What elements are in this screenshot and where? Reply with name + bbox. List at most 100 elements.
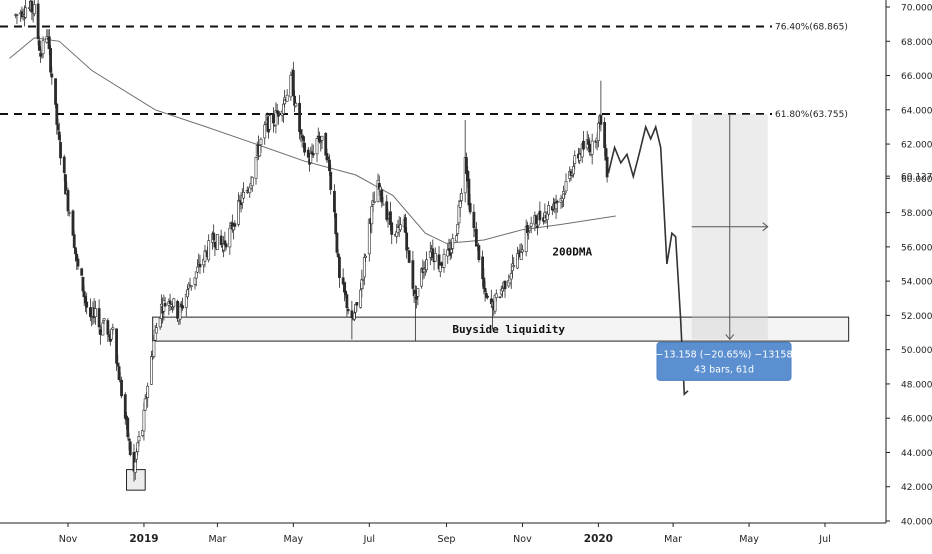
candle-body[interactable] — [573, 155, 577, 164]
candle-body[interactable] — [76, 258, 80, 267]
candle-body[interactable] — [468, 202, 472, 213]
candle-body[interactable] — [438, 265, 442, 273]
candle-body[interactable] — [171, 306, 174, 309]
candle-body[interactable] — [315, 138, 319, 155]
candle-body[interactable] — [123, 394, 127, 419]
candle-body[interactable] — [154, 327, 158, 334]
candle-body[interactable] — [268, 115, 272, 130]
candle-body[interactable] — [97, 308, 101, 328]
candle-body[interactable] — [41, 40, 45, 54]
candle-body[interactable] — [338, 256, 341, 278]
candle-body[interactable] — [152, 340, 156, 357]
candle-body[interactable] — [529, 222, 533, 227]
candle-body[interactable] — [128, 441, 132, 456]
candle-body[interactable] — [101, 322, 105, 336]
candle-body[interactable] — [168, 300, 172, 305]
candle-body[interactable] — [344, 290, 348, 296]
candle-body[interactable] — [564, 181, 568, 192]
candle-body[interactable] — [511, 263, 514, 271]
candle-body[interactable] — [212, 232, 216, 241]
candle-body[interactable] — [498, 296, 502, 299]
candle-body[interactable] — [603, 122, 607, 149]
candle-body[interactable] — [127, 438, 131, 441]
candle-body[interactable] — [380, 189, 384, 203]
candle-body[interactable] — [57, 131, 61, 140]
candle-body[interactable] — [467, 178, 471, 206]
candle-body[interactable] — [37, 40, 41, 51]
candle-body[interactable] — [30, 0, 34, 13]
candle-body[interactable] — [538, 210, 542, 221]
candle-body[interactable] — [49, 47, 52, 73]
candle-body[interactable] — [367, 219, 371, 255]
candle-body[interactable] — [82, 291, 86, 298]
candle-body[interactable] — [472, 211, 476, 228]
candle-body[interactable] — [237, 199, 240, 225]
candle-body[interactable] — [54, 78, 57, 105]
candle-body[interactable] — [299, 129, 303, 135]
candle-body[interactable] — [120, 379, 123, 397]
candle-body[interactable] — [146, 385, 150, 398]
candle-body[interactable] — [259, 138, 263, 146]
candle-body[interactable] — [207, 240, 211, 261]
candle-body[interactable] — [110, 328, 113, 340]
candle-body[interactable] — [501, 288, 504, 292]
candle-body[interactable] — [517, 249, 521, 252]
ma-200-line[interactable] — [9, 37, 616, 244]
candle-body[interactable] — [503, 280, 507, 290]
candle-body[interactable] — [359, 289, 362, 308]
candle-body[interactable] — [450, 249, 453, 254]
candle-body[interactable] — [334, 213, 338, 234]
candle-body[interactable] — [106, 320, 110, 335]
candle-body[interactable] — [336, 253, 340, 258]
candle-body[interactable] — [494, 293, 498, 298]
candle-body[interactable] — [411, 260, 415, 289]
candle-body[interactable] — [482, 277, 486, 289]
candle-body[interactable] — [324, 133, 328, 156]
candle-body[interactable] — [176, 300, 179, 319]
candle-body[interactable] — [352, 312, 356, 320]
candle-body[interactable] — [605, 156, 609, 178]
candle-body[interactable] — [590, 140, 594, 155]
candle-body[interactable] — [440, 262, 443, 266]
candle-body[interactable] — [56, 124, 60, 131]
candle-body[interactable] — [303, 142, 306, 153]
buyside-liquidity-box[interactable] — [152, 316, 850, 342]
candle-body[interactable] — [294, 103, 298, 107]
candle-body[interactable] — [232, 225, 235, 231]
candle-body[interactable] — [163, 303, 167, 307]
candle-body[interactable] — [311, 153, 315, 156]
candle-body[interactable] — [457, 204, 461, 224]
candle-body[interactable] — [364, 255, 367, 258]
candle-body[interactable] — [399, 224, 402, 231]
candle-body[interactable] — [455, 235, 458, 242]
candle-body[interactable] — [545, 213, 549, 220]
candle-body[interactable] — [451, 238, 455, 249]
candle-body[interactable] — [343, 282, 346, 293]
candle-body[interactable] — [519, 252, 523, 260]
candle-body[interactable] — [596, 122, 600, 141]
candle-body[interactable] — [406, 247, 410, 249]
candle-body[interactable] — [350, 310, 354, 319]
candle-body[interactable] — [81, 276, 85, 292]
candle-body[interactable] — [59, 142, 62, 159]
candle-body[interactable] — [483, 287, 487, 292]
candle-body[interactable] — [333, 190, 336, 213]
candle-body[interactable] — [516, 253, 519, 269]
candle-body[interactable] — [442, 253, 446, 268]
candle-body[interactable] — [335, 232, 339, 253]
candle-body[interactable] — [117, 366, 121, 380]
candle-body[interactable] — [71, 210, 75, 236]
candle-body[interactable] — [301, 136, 305, 141]
candle-body[interactable] — [90, 316, 94, 318]
candle-body[interactable] — [599, 114, 603, 125]
candle-body[interactable] — [370, 206, 374, 225]
candle-body[interactable] — [528, 227, 532, 231]
candle-body[interactable] — [474, 229, 478, 247]
candle-body[interactable] — [172, 298, 176, 308]
candle-body[interactable] — [291, 70, 295, 96]
candle-body[interactable] — [554, 202, 558, 210]
candle-body[interactable] — [345, 294, 349, 308]
candle-body[interactable] — [535, 226, 539, 228]
candle-body[interactable] — [326, 156, 330, 159]
